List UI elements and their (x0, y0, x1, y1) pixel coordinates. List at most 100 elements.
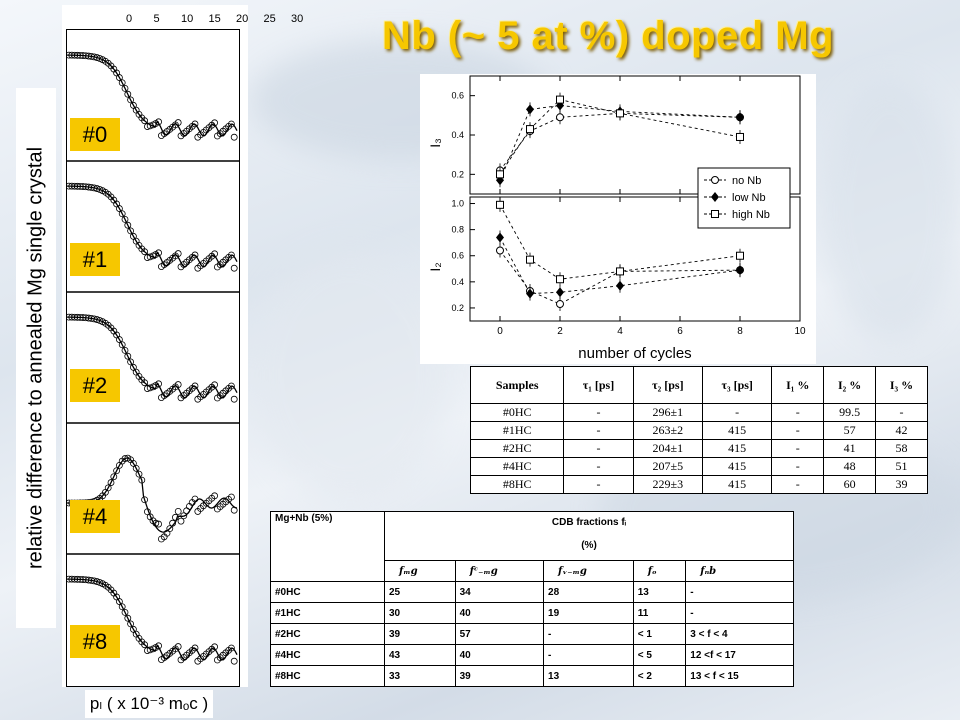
cdb-data-point (191, 495, 199, 503)
cdb-data-point (121, 84, 129, 92)
chart-ylabel: I₂ (427, 262, 443, 271)
y-tick-label: 0.8 (451, 225, 464, 235)
cdb-data-point (166, 525, 174, 533)
table1-cell: 58 (875, 439, 928, 458)
cdb-data-point (138, 476, 146, 484)
left-plot-xlabel: pₗ ( x 10⁻³ mₒc ) (85, 690, 213, 718)
cdb-data-point (191, 644, 199, 652)
background-texture (250, 250, 450, 500)
table2-cell: 43 (384, 644, 456, 666)
table1-cell: #0HC (469, 403, 565, 422)
point-high-nb (526, 255, 534, 264)
table2-cell: 39 (454, 665, 545, 687)
cdb-data-point (104, 484, 112, 492)
cdb-data-point (227, 251, 235, 259)
cdb-data-point (127, 96, 134, 104)
x-tick-label: 0 (497, 326, 503, 337)
cdb-data-point (127, 358, 134, 366)
y-tick-label: 0.4 (451, 130, 464, 140)
table2-cell: #4HC (270, 644, 385, 666)
table1-cell: - (701, 403, 773, 422)
sample-tag: #8 (70, 625, 120, 658)
y-tick-label: 0.2 (451, 303, 464, 313)
cdb-data-point (230, 506, 238, 514)
table1-cell: #2HC (469, 439, 565, 458)
table2-cell: 19 (543, 602, 634, 624)
cdb-data-point (107, 479, 115, 486)
cdb-data-point (118, 79, 126, 87)
chart-frame (469, 196, 801, 322)
table2-cell: < 5 (632, 644, 687, 666)
cdb-data-point (183, 507, 190, 515)
point-low-nb (556, 287, 564, 298)
cdb-ratio-curve (67, 316, 238, 399)
table-row: #4HC 43 40- < 5 12 <f < 17 (270, 644, 794, 666)
left-plot-panel: 0 5 10 15 20 25 30 (62, 5, 303, 687)
cdb-data-point (146, 384, 154, 392)
point-high-nb (616, 267, 624, 276)
table1-cell: - (875, 403, 928, 422)
series-line (499, 237, 741, 295)
cdb-data-point (132, 464, 140, 472)
cdb-data-point (124, 614, 132, 622)
legend-marker-no-nb (711, 176, 719, 184)
cdb-data-point (118, 603, 126, 611)
table1-cell: 57 (823, 421, 877, 440)
cdb-data-point (113, 467, 120, 475)
table2-cell: 57 (454, 623, 545, 645)
table-row: #1HC 30 40 19 11- (270, 602, 794, 624)
table2-group-header: CDB fractions fᵢ (%) (384, 511, 794, 561)
y-tick-label: 0.6 (451, 251, 464, 261)
cdb-data-point (211, 381, 219, 389)
left-plot-tick-label: 5 (153, 13, 160, 25)
point-low-nb (526, 288, 534, 299)
cdb-data-point (191, 120, 199, 128)
legend-label: low Nb (732, 192, 766, 204)
table1-cell: 415 (701, 457, 773, 476)
cdb-data-point (227, 644, 235, 652)
table2-cell: - (685, 581, 794, 603)
cdb-data-point (169, 519, 176, 527)
cdb-data-point (116, 74, 123, 81)
x-tick-label: 8 (737, 326, 743, 337)
table-row: #4HC -207±5 415-48 51 (469, 457, 928, 476)
point-high-nb (736, 132, 744, 141)
cdb-data-point (135, 470, 143, 478)
table2-subheader-cell: fₘg (384, 560, 456, 582)
cdb-data-point (121, 215, 129, 223)
cdb-data-point (124, 352, 132, 360)
table1-cell: - (563, 439, 634, 458)
point-high-nb (496, 200, 504, 209)
table1-cell: 415 (701, 421, 773, 440)
sample-tag: #4 (70, 500, 120, 533)
legend-label: no Nb (732, 175, 761, 187)
cdb-data-point (118, 341, 126, 349)
point-no-nb (556, 300, 564, 309)
cdb-data-point (180, 512, 188, 520)
cdb-data-point (116, 205, 123, 212)
cdb-data-point (121, 608, 129, 616)
chart-xlabel: number of cycles (578, 345, 691, 362)
point-high-nb (556, 95, 564, 104)
cdb-ratio-curve (67, 578, 238, 661)
cdb-data-point (124, 90, 132, 98)
table1-cell: 99.5 (823, 403, 877, 422)
table2-corner: Mg+Nb (5%) (270, 511, 385, 582)
table2-cell: 13 (632, 581, 687, 603)
cdb-data-point (121, 346, 129, 354)
table1-cell: 207±5 (632, 457, 704, 476)
table1-cell: - (771, 403, 825, 422)
table-row: #2HC -204±1 415-41 58 (469, 439, 928, 458)
table2-cell: 13 < f < 15 (685, 665, 794, 687)
table2-group-title: CDB fractions fᵢ (551, 517, 627, 528)
table2-cell: 40 (454, 602, 545, 624)
table2-cell: #1HC (270, 602, 385, 624)
cdb-ratio-curve (67, 54, 238, 137)
cdb-data-point (144, 508, 151, 516)
left-plot-tick-label: 15 (208, 13, 221, 25)
cdb-data-point (146, 646, 154, 654)
cdb-fractions-table: Mg+Nb (5%) CDB fractions fᵢ (%) fₘg fᶜ₋ₘg… (270, 511, 794, 687)
cdb-data-point (191, 251, 199, 259)
point-low-nb (496, 232, 504, 243)
table1-cell: - (771, 457, 825, 476)
